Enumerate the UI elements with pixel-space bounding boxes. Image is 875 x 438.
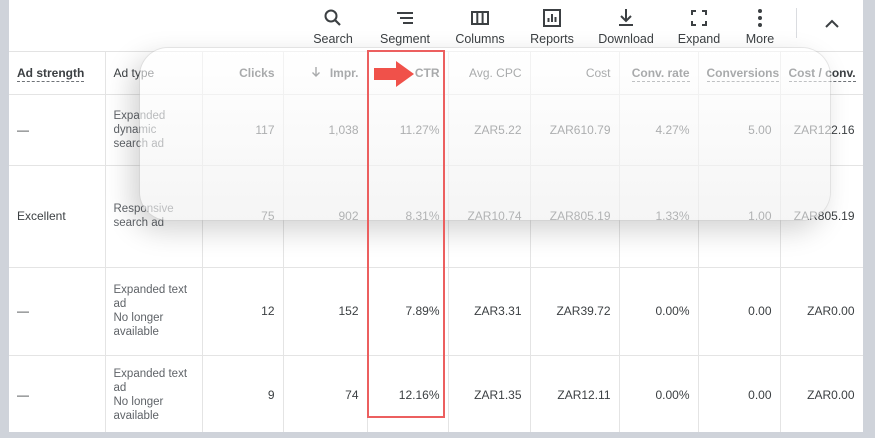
col-header-avg-cpc[interactable]: Avg. CPC bbox=[448, 52, 531, 95]
reports-label: Reports bbox=[530, 32, 574, 46]
reports-button[interactable]: Reports bbox=[515, 0, 589, 52]
col-header-clicks[interactable]: Clicks bbox=[202, 52, 284, 95]
segment-icon bbox=[368, 6, 442, 30]
expand-button[interactable]: Expand bbox=[662, 0, 736, 52]
cell-ad-type: Responsive search ad bbox=[105, 165, 203, 268]
collapse-button[interactable] bbox=[817, 12, 847, 38]
cell-conv-rate: 4.27% bbox=[619, 94, 699, 166]
col-header-impr[interactable]: Impr. bbox=[283, 52, 368, 95]
col-header-conv-rate[interactable]: Conv. rate bbox=[619, 52, 699, 95]
header-row: Ad strength Ad type Clicks Impr. CTR Avg… bbox=[9, 52, 863, 95]
cell-clicks: 9 bbox=[202, 355, 284, 432]
download-label: Download bbox=[598, 32, 654, 46]
cell-conversions: 0.00 bbox=[698, 355, 781, 432]
report-frame: Search Segment Columns Reports Download bbox=[9, 0, 863, 432]
cell-cost: ZAR12.11 bbox=[530, 355, 620, 432]
cell-ad-type: Expanded dynamic search ad bbox=[105, 94, 203, 166]
more-button[interactable]: More bbox=[723, 0, 797, 52]
segment-button[interactable]: Segment bbox=[368, 0, 442, 52]
search-button[interactable]: Search bbox=[296, 0, 370, 52]
cell-ad-strength: — bbox=[9, 94, 106, 166]
cell-impr: 1,038 bbox=[283, 94, 368, 166]
col-header-ad-strength[interactable]: Ad strength bbox=[9, 52, 106, 95]
cell-clicks: 12 bbox=[202, 267, 284, 356]
col-header-cost-conv[interactable]: Cost / conv. bbox=[780, 52, 863, 95]
cell-ctr: 7.89% bbox=[367, 267, 449, 356]
more-vert-icon bbox=[723, 6, 797, 30]
table-row[interactable]: Excellent Responsive search ad 75 902 8.3… bbox=[9, 165, 863, 268]
cell-conversions: 1.00 bbox=[698, 165, 781, 268]
cell-impr: 74 bbox=[283, 355, 368, 432]
columns-label: Columns bbox=[455, 32, 505, 46]
table-toolbar: Search Segment Columns Reports Download bbox=[9, 0, 863, 52]
cell-conversions: 0.00 bbox=[698, 267, 781, 356]
download-icon bbox=[589, 6, 663, 30]
cell-ad-strength: — bbox=[9, 355, 106, 432]
cell-ad-strength: — bbox=[9, 267, 106, 356]
cell-conv-rate: 0.00% bbox=[619, 355, 699, 432]
col-header-ctr[interactable]: CTR bbox=[367, 52, 449, 95]
cell-conv-rate: 1.33% bbox=[619, 165, 699, 268]
col-header-cost[interactable]: Cost bbox=[530, 52, 620, 95]
col-header-conversions[interactable]: Conversions bbox=[698, 52, 781, 95]
cell-clicks: 117 bbox=[202, 94, 284, 166]
cell-impr: 152 bbox=[283, 267, 368, 356]
more-label: More bbox=[745, 32, 775, 46]
cell-conversions: 5.00 bbox=[698, 94, 781, 166]
columns-button[interactable]: Columns bbox=[443, 0, 517, 52]
search-label: Search bbox=[313, 32, 353, 46]
search-icon bbox=[296, 6, 370, 30]
cell-cost-conv: ZAR122.16 bbox=[780, 94, 863, 166]
cell-ctr: 11.27% bbox=[367, 94, 449, 166]
toolbar-divider bbox=[796, 8, 797, 38]
expand-icon bbox=[662, 6, 736, 30]
cell-cost: ZAR39.72 bbox=[530, 267, 620, 356]
cell-avg-cpc: ZAR10.74 bbox=[448, 165, 531, 268]
segment-label: Segment bbox=[379, 32, 431, 46]
cell-cost: ZAR610.79 bbox=[530, 94, 620, 166]
cell-ctr: 8.31% bbox=[367, 165, 449, 268]
table-row[interactable]: — Expanded dynamic search ad 117 1,038 11.… bbox=[9, 94, 863, 166]
download-button[interactable]: Download bbox=[589, 0, 663, 52]
col-header-ad-type[interactable]: Ad type bbox=[105, 52, 203, 95]
chevron-up-icon bbox=[820, 19, 844, 40]
ads-table: Ad strength Ad type Clicks Impr. CTR Avg… bbox=[9, 52, 863, 432]
cell-cost-conv: ZAR0.00 bbox=[780, 267, 863, 356]
cell-conv-rate: 0.00% bbox=[619, 267, 699, 356]
cell-avg-cpc: ZAR1.35 bbox=[448, 355, 531, 432]
table-row[interactable]: — Expanded text ad No longer available 9 74… bbox=[9, 355, 863, 432]
table-row[interactable]: — Expanded text ad No longer available 12 1… bbox=[9, 267, 863, 356]
cell-cost-conv: ZAR0.00 bbox=[780, 355, 863, 432]
cell-ad-type: Expanded text ad No longer available bbox=[105, 355, 203, 432]
cell-cost-conv: ZAR805.19 bbox=[780, 165, 863, 268]
cell-avg-cpc: ZAR5.22 bbox=[448, 94, 531, 166]
expand-label: Expand bbox=[677, 32, 721, 46]
sort-down-arrow-icon bbox=[310, 66, 329, 80]
columns-icon bbox=[443, 6, 517, 30]
cell-cost: ZAR805.19 bbox=[530, 165, 620, 268]
cell-clicks: 75 bbox=[202, 165, 284, 268]
cell-avg-cpc: ZAR3.31 bbox=[448, 267, 531, 356]
reports-icon bbox=[515, 6, 589, 30]
cell-ad-type: Expanded text ad No longer available bbox=[105, 267, 203, 356]
cell-ctr: 12.16% bbox=[367, 355, 449, 432]
cell-impr: 902 bbox=[283, 165, 368, 268]
cell-ad-strength: Excellent bbox=[9, 165, 106, 268]
